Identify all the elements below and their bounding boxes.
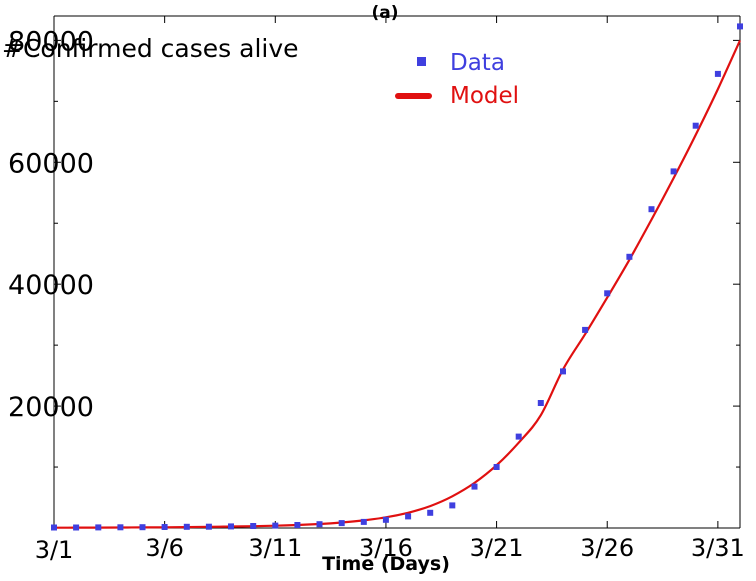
data-point	[183, 523, 190, 530]
data-point	[537, 400, 544, 406]
x-tick-label: 3/21	[470, 534, 524, 562]
x-tick-label: 3/31	[691, 534, 745, 562]
data-point	[692, 122, 699, 129]
data-point	[515, 433, 522, 440]
data-point	[604, 290, 611, 297]
data-point	[449, 502, 456, 509]
data-point	[139, 524, 146, 531]
y-tick-label: 40000	[8, 270, 94, 301]
data-point	[582, 326, 589, 333]
data-point	[161, 524, 168, 530]
data-point	[714, 70, 721, 77]
tick-marks	[53, 16, 740, 528]
data-point	[250, 523, 257, 529]
tick-labels: 3/1 3/6 3/11 3/16 3/21 3/26 3/31 20000 40000 6000…	[8, 26, 745, 564]
legend-data-label: Data	[450, 50, 505, 76]
data-point	[95, 524, 102, 531]
model-line	[53, 39, 742, 529]
x-tick-label: 3/6	[145, 534, 184, 562]
data-point	[272, 522, 279, 529]
y-tick-label: 60000	[8, 148, 94, 179]
data-point	[471, 483, 478, 490]
y-axis-label: #Confirmed cases alive	[2, 34, 299, 63]
data-point	[737, 23, 743, 30]
data-point	[648, 206, 655, 213]
data-point	[427, 509, 434, 516]
data-point	[382, 516, 389, 523]
data-point	[560, 368, 566, 375]
data-point	[405, 513, 412, 520]
data-point	[670, 168, 677, 175]
data-point	[228, 523, 234, 530]
legend: Data Model	[395, 50, 519, 109]
y-tick-label: 80000	[8, 26, 94, 57]
x-tick-label: 3/16	[359, 534, 413, 562]
data-point	[316, 521, 323, 528]
data-point	[493, 464, 500, 470]
y-tick-label: 20000	[8, 392, 94, 423]
data-point	[51, 524, 57, 531]
x-tick-label: 3/1	[35, 536, 74, 564]
data-point	[360, 518, 367, 525]
x-tick-label: 3/11	[248, 534, 302, 562]
data-point	[205, 523, 212, 530]
data-point	[117, 524, 124, 531]
legend-model-label: Model	[450, 83, 519, 109]
x-axis-label: Time (Days)	[322, 553, 450, 575]
data-point	[626, 253, 633, 260]
data-point	[73, 524, 80, 531]
data-points	[51, 23, 743, 531]
legend-data-marker	[417, 57, 426, 66]
data-point	[338, 520, 345, 527]
data-point	[294, 522, 301, 528]
chart-title: (a)	[371, 3, 398, 23]
x-tick-label: 3/26	[580, 534, 634, 562]
